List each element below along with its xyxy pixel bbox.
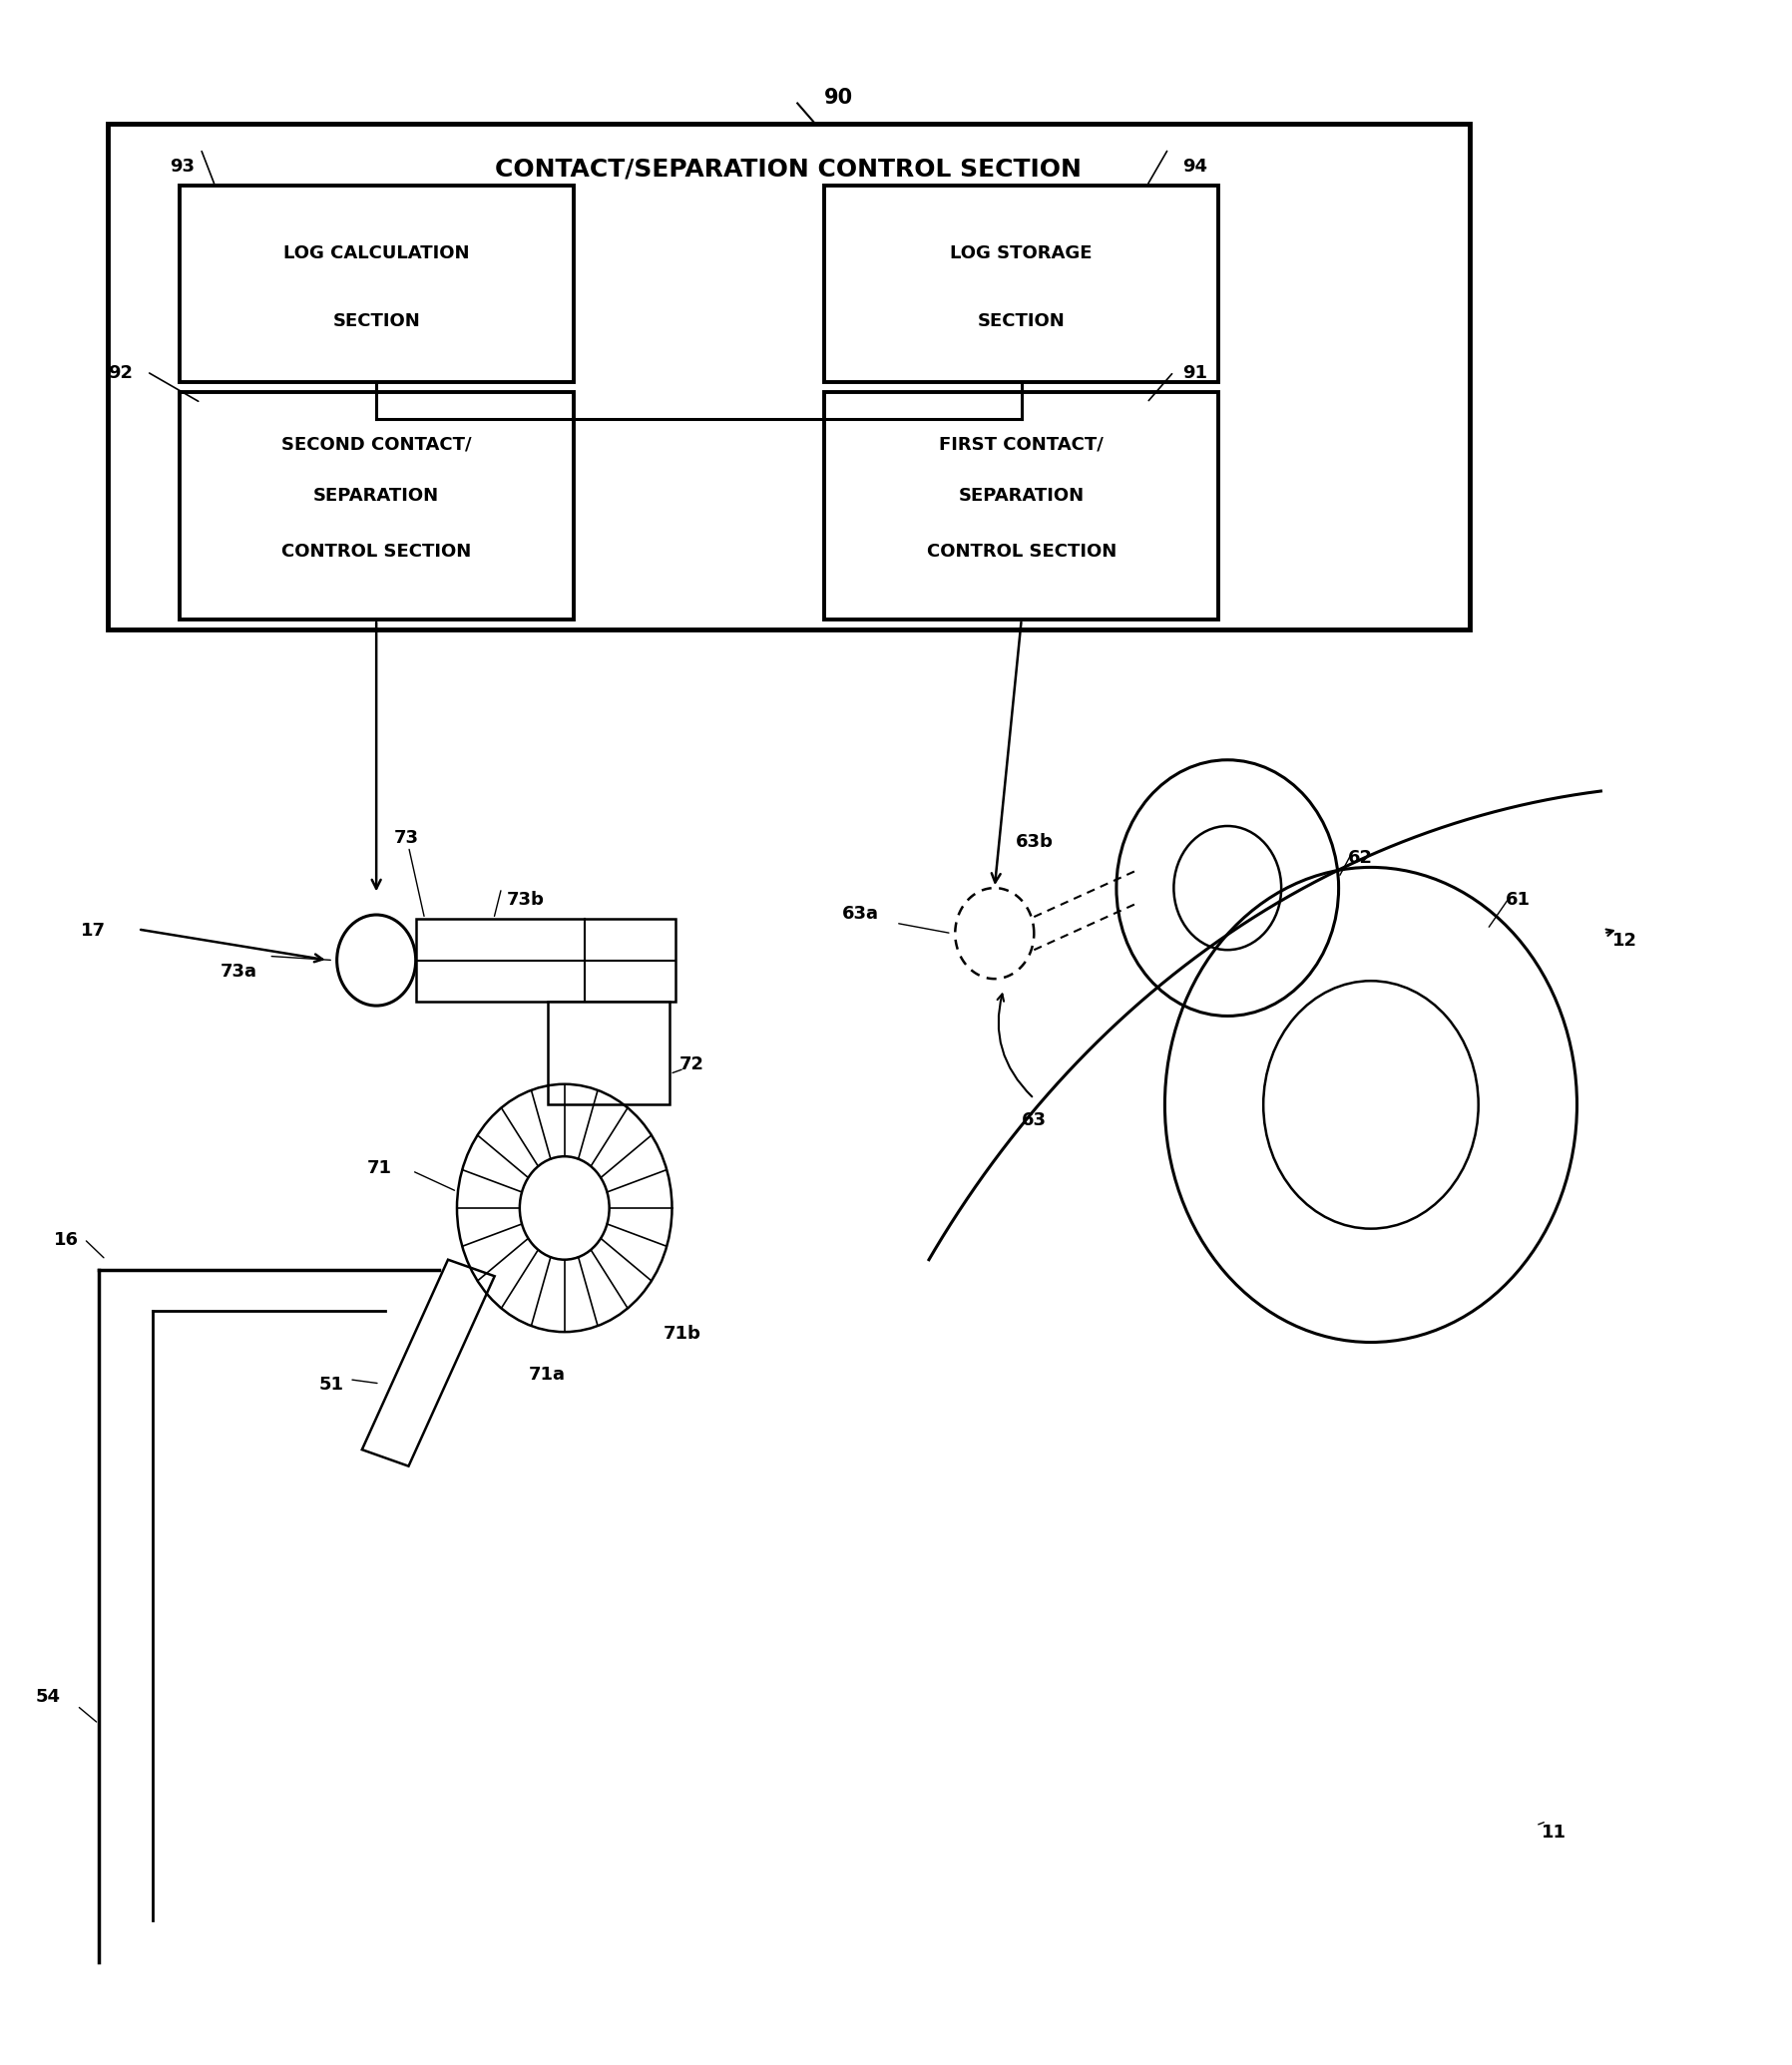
Bar [179,186,573,382]
Text: SECTION: SECTION [978,312,1064,330]
Bar [824,186,1219,382]
Bar [179,392,573,620]
Text: 71a: 71a [529,1365,566,1384]
Bar [824,392,1219,620]
Text: 63b: 63b [1016,832,1054,851]
Text: 63a: 63a [842,904,880,923]
Text: CONTACT/SEPARATION CONTROL SECTION: CONTACT/SEPARATION CONTROL SECTION [495,157,1082,182]
Text: 16: 16 [54,1231,79,1249]
Text: SEPARATION: SEPARATION [314,487,439,504]
Text: 62: 62 [1348,849,1373,867]
Text: 51: 51 [319,1375,344,1394]
Text: 73b: 73b [507,890,545,909]
Text: LOG STORAGE: LOG STORAGE [950,244,1093,262]
Text: CONTROL SECTION: CONTROL SECTION [926,543,1116,560]
Text: SECTION: SECTION [333,312,419,330]
Text: 54: 54 [36,1687,61,1706]
Bar [416,919,676,1002]
Text: 73: 73 [394,828,419,847]
Text: 94: 94 [1183,157,1208,176]
Text: 73a: 73a [220,962,258,981]
Text: 72: 72 [679,1055,704,1074]
Text: 90: 90 [824,87,853,107]
Text: LOG CALCULATION: LOG CALCULATION [283,244,470,262]
Text: FIRST CONTACT/: FIRST CONTACT/ [939,436,1104,452]
Text: SEPARATION: SEPARATION [959,487,1084,504]
Text: CONTROL SECTION: CONTROL SECTION [281,543,471,560]
Text: 91: 91 [1183,363,1208,382]
Text: 61: 61 [1505,890,1530,909]
Text: 12: 12 [1613,931,1638,950]
Bar [108,124,1469,630]
Bar [548,1002,670,1105]
Text: 71b: 71b [663,1324,701,1342]
Text: 11: 11 [1541,1823,1566,1842]
Text: 63: 63 [1021,1111,1047,1130]
Text: 93: 93 [170,157,195,176]
Text: 92: 92 [108,363,133,382]
Text: 17: 17 [81,921,106,940]
Text: SECOND CONTACT/: SECOND CONTACT/ [281,436,471,452]
Text: 71: 71 [367,1158,392,1177]
